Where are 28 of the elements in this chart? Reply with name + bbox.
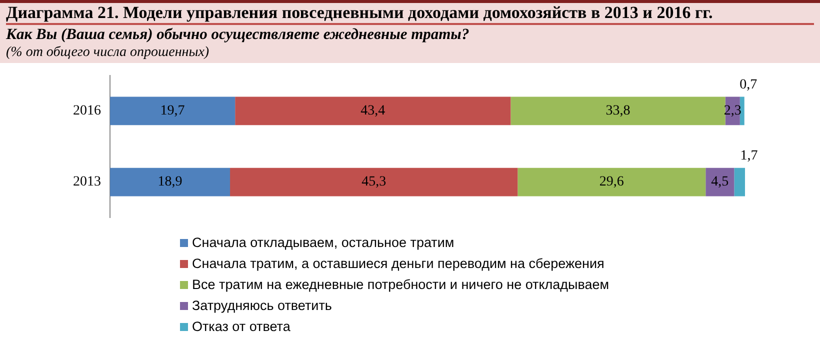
data-label: 43,4 xyxy=(360,104,386,119)
chart-subtitle: Как Вы (Ваша семья) обычно осуществляете ежедневные траты? xyxy=(6,25,470,44)
bar xyxy=(230,168,518,196)
legend-label: Отказ от ответа xyxy=(191,318,292,336)
y-tick-label: 2013 xyxy=(73,174,101,190)
bar xyxy=(706,168,734,196)
data-label: 45,3 xyxy=(362,174,386,190)
bar xyxy=(740,96,744,126)
bar xyxy=(110,96,236,126)
legend-label: Сначала тратим, а оставшиеся деньги переводим на сбережения xyxy=(191,255,606,273)
legend-label: Все тратим на ежедневные потребности и ничего не откладываем xyxy=(191,276,610,294)
bar xyxy=(518,168,706,196)
legend-label: Сначала откладываем, остальное тратим xyxy=(191,234,456,252)
chart-title: Диаграмма 21. Модели управления повседневными доходами домохозяйств в 2013 и 2016 гг. xyxy=(6,3,814,25)
bar xyxy=(734,168,745,196)
text: (% от общего числа опрошенных) xyxy=(6,44,210,61)
data-label: 1,7 xyxy=(740,148,758,164)
bar xyxy=(235,96,511,126)
y-tick-label: 2016 xyxy=(73,104,101,119)
data-label: 33,8 xyxy=(606,104,630,119)
data-label: 19,7 xyxy=(160,104,185,119)
bar xyxy=(110,168,230,196)
data-label: 0,7 xyxy=(740,77,758,92)
bar xyxy=(510,96,726,126)
data-label: 4,5 xyxy=(711,174,729,190)
legend-label: Затрудняюсь ответить xyxy=(191,297,333,315)
data-label: 18,9 xyxy=(158,174,182,190)
data-label: 29,6 xyxy=(599,174,624,190)
